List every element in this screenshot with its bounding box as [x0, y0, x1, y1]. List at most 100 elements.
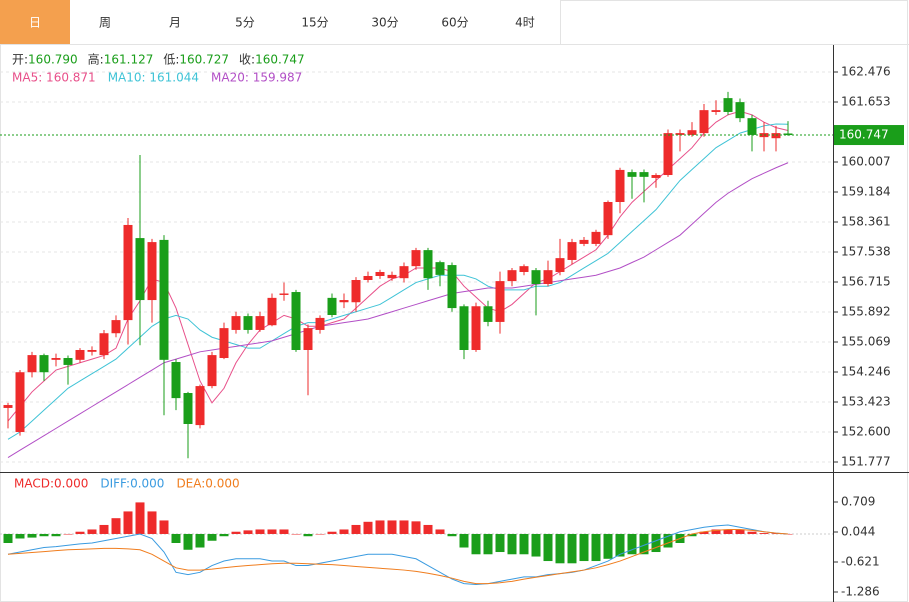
tab[interactable]	[280, 0, 350, 44]
candle-body	[783, 133, 793, 136]
tab-label[interactable]: 5分	[235, 16, 255, 30]
candle-body	[675, 133, 685, 135]
tab[interactable]	[350, 0, 420, 44]
tab-label[interactable]: 周	[99, 16, 111, 30]
candle-body	[63, 358, 73, 365]
candle-body	[435, 262, 445, 275]
tab[interactable]	[0, 0, 70, 44]
macd-bar	[435, 529, 445, 534]
candle-body	[243, 316, 253, 330]
ma-line	[7, 123, 789, 440]
candle-body	[531, 270, 541, 285]
y-tick-label: 157.538	[841, 245, 891, 259]
candle-body	[15, 372, 25, 433]
tab[interactable]	[210, 0, 280, 44]
macd-bar	[519, 533, 529, 555]
y-tick-label: 160.007	[841, 155, 891, 169]
macd-bar	[219, 533, 229, 537]
macd-bar	[555, 533, 565, 564]
legend-entry: DEA:0.000	[176, 477, 239, 491]
candle-body	[303, 328, 313, 350]
candle-body	[603, 201, 613, 236]
ma-line	[7, 110, 789, 422]
candle-body	[87, 349, 97, 352]
legend-entry: MA20: 159.987	[211, 71, 302, 85]
macd-bar	[39, 533, 49, 537]
macd-bar	[639, 533, 649, 555]
y-tick-label: 0.044	[841, 524, 875, 538]
macd-bar	[699, 531, 709, 534]
legend-entry: DIFF:0.000	[100, 477, 164, 491]
macd-line	[7, 524, 789, 585]
macd-bar	[375, 520, 385, 534]
candle-body	[3, 405, 13, 408]
tab[interactable]	[490, 0, 560, 44]
candle-body	[411, 250, 421, 267]
macd-bar	[279, 529, 289, 534]
macd-bar	[75, 531, 85, 534]
candle-body	[171, 362, 181, 399]
macd-bar	[651, 533, 661, 553]
ohlc-label: 开:	[12, 53, 28, 67]
y-tick-label: 152.600	[841, 425, 891, 439]
macd-bar	[387, 520, 397, 534]
macd-bar	[255, 529, 265, 534]
tab-label[interactable]: 4时	[515, 16, 535, 30]
macd-bar	[399, 520, 409, 534]
macd-bar	[243, 530, 253, 534]
y-tick-label: 151.777	[841, 455, 891, 469]
tab[interactable]	[420, 0, 490, 44]
candle-body	[339, 300, 349, 303]
macd-bar	[171, 533, 181, 543]
macd-bar	[783, 533, 793, 535]
candle-body	[651, 175, 661, 178]
macd-bar	[303, 533, 313, 537]
macd-bar	[3, 533, 13, 543]
y-tick-label: 162.476	[841, 65, 891, 79]
candle-body	[423, 250, 433, 279]
y-tick-label: -0.621	[841, 554, 880, 568]
macd-bar	[687, 533, 697, 537]
candle-body	[687, 130, 697, 135]
macd-bar	[63, 533, 73, 535]
candle-body	[699, 110, 709, 134]
macd-bar	[327, 531, 337, 534]
tab-label[interactable]: 月	[169, 16, 181, 30]
candle-body	[507, 270, 517, 282]
macd-bar	[615, 533, 625, 557]
ohlc-value: 160.747	[255, 53, 305, 67]
tab[interactable]	[70, 0, 140, 44]
macd-bar	[351, 524, 361, 534]
macd-bar	[483, 533, 493, 555]
macd-line	[7, 528, 789, 585]
candle-body	[327, 297, 337, 316]
tab-label[interactable]: 30分	[371, 16, 398, 30]
tab-label[interactable]: 日	[29, 16, 41, 30]
y-tick-label: 153.423	[841, 395, 891, 409]
candle-body	[315, 317, 325, 330]
macd-bar	[291, 533, 301, 535]
candle-body	[447, 265, 457, 309]
candle-body	[387, 274, 397, 279]
macd-bar	[267, 529, 277, 534]
y-tick-label: 155.069	[841, 335, 891, 349]
ohlc-value: 160.790	[28, 53, 78, 67]
y-tick-label: 158.361	[841, 215, 891, 229]
candle-body	[231, 316, 241, 330]
candle-body	[399, 266, 409, 279]
ohlc-value: 160.727	[179, 53, 229, 67]
candle-body	[27, 355, 37, 373]
tab[interactable]	[140, 0, 210, 44]
candle-body	[555, 258, 565, 272]
candle-body	[291, 292, 301, 350]
candle-body	[627, 172, 637, 177]
tab-label[interactable]: 60分	[441, 16, 468, 30]
tab-label[interactable]: 15分	[301, 16, 328, 30]
candle-body	[195, 386, 205, 426]
candle-body	[771, 133, 781, 139]
candle-body	[39, 355, 49, 373]
macd-bar	[51, 533, 61, 537]
macd-bar	[195, 533, 205, 548]
macd-bar	[567, 533, 577, 564]
macd-bar	[411, 521, 421, 534]
